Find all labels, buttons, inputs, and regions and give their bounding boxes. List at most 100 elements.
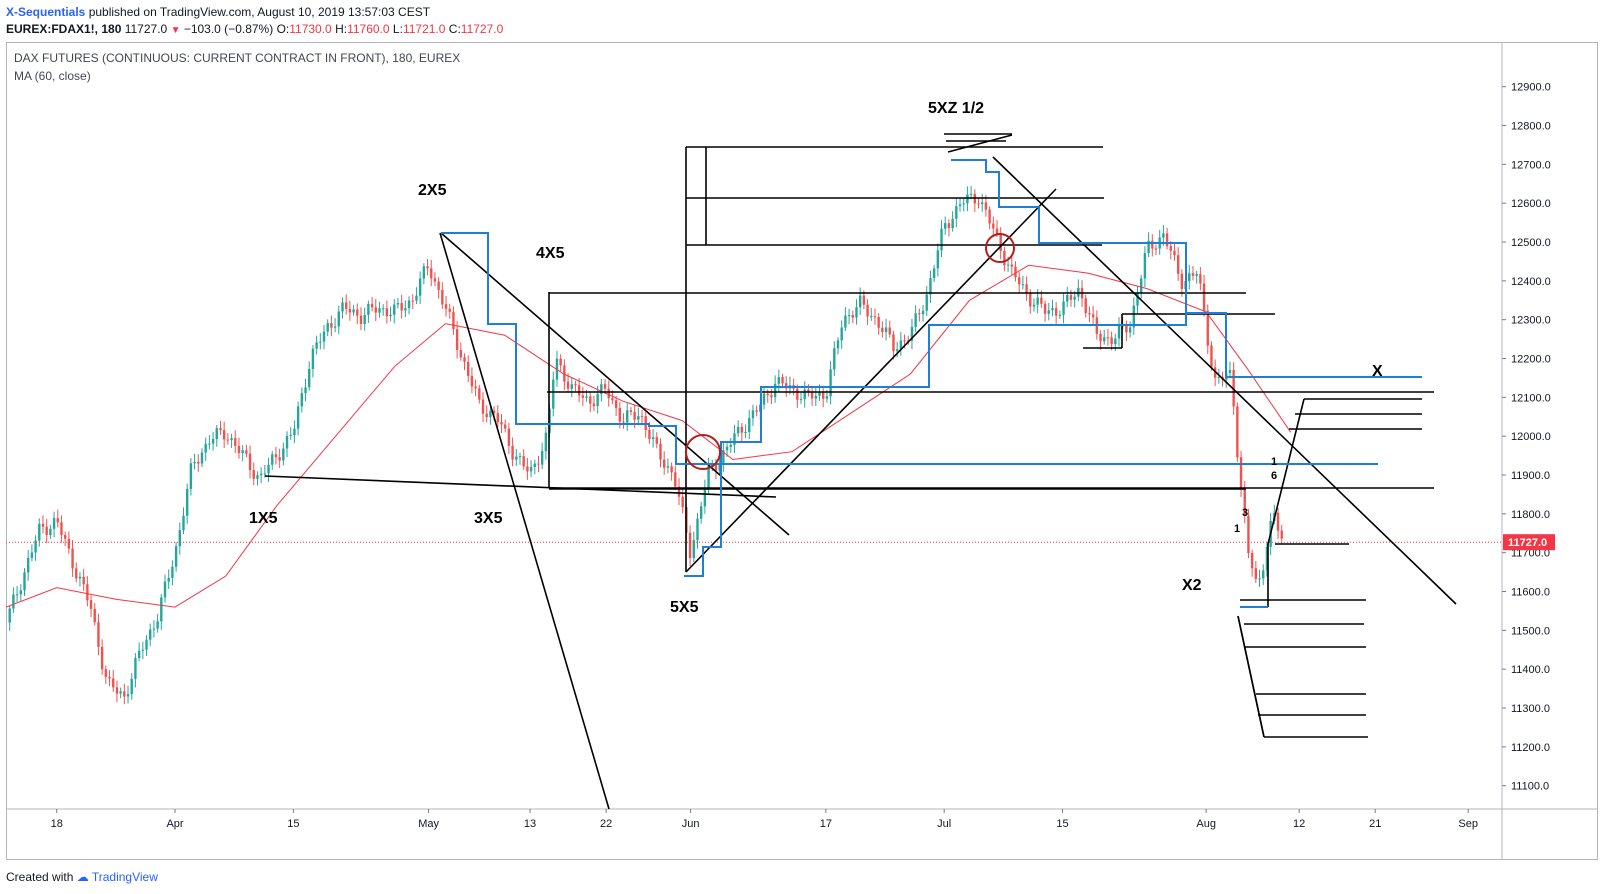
- candle-body: [271, 454, 274, 465]
- candle-body: [529, 466, 533, 472]
- annotation-label: 5XZ 1/2: [928, 100, 984, 117]
- candle-body: [566, 381, 570, 389]
- candle-body: [840, 327, 843, 341]
- chart-frame[interactable]: 12900.0 12800.0 12700.0 12600.0 12500.0 12400…: [6, 42, 1598, 860]
- candle-body: [862, 295, 866, 305]
- last-price: 11727.0: [124, 22, 168, 36]
- candle-body: [222, 430, 226, 440]
- candle-body: [8, 608, 11, 623]
- candle-body: [363, 314, 366, 325]
- candle-body: [881, 327, 884, 333]
- trendline: [1267, 398, 1305, 545]
- candle-body: [1262, 570, 1265, 579]
- candle-body: [696, 518, 699, 541]
- candle-body: [914, 313, 917, 327]
- candle-body: [485, 413, 488, 418]
- candle-body: [463, 357, 466, 362]
- candle-body: [311, 348, 315, 369]
- high-value: 11760.0: [347, 22, 390, 36]
- y-tick-label: 11700.0: [1511, 548, 1550, 560]
- candle-body: [1106, 337, 1110, 339]
- candle-body: [444, 304, 448, 309]
- candle-body: [870, 316, 873, 318]
- candle-body: [921, 310, 925, 315]
- x-tick-label: 12: [1293, 818, 1305, 830]
- candle-body: [38, 523, 41, 541]
- candle-body: [503, 424, 507, 429]
- candle-body: [1117, 325, 1121, 339]
- candle-body: [703, 487, 707, 507]
- annotation-label: 3X5: [474, 510, 503, 527]
- candle-body: [174, 546, 178, 567]
- candle-body: [515, 456, 518, 460]
- candle-body: [1258, 578, 1261, 580]
- candle-body: [903, 340, 906, 342]
- candle-body: [378, 308, 381, 313]
- candle-body: [1210, 345, 1213, 368]
- tradingview-logo-icon[interactable]: ☁: [76, 870, 89, 884]
- candle-body: [688, 532, 692, 558]
- candle-body: [537, 463, 540, 465]
- candle-body: [1199, 274, 1202, 284]
- annotation-label: 1: [1234, 523, 1240, 535]
- candle-body: [858, 295, 862, 308]
- candle-body: [41, 523, 45, 527]
- candle-body: [433, 278, 437, 282]
- candle-body: [34, 540, 37, 553]
- candle-body: [267, 464, 270, 474]
- candle-body: [60, 522, 63, 536]
- candle-body: [459, 350, 463, 358]
- candle-body: [1136, 293, 1139, 306]
- candle-body: [1162, 233, 1165, 238]
- candle-body: [944, 223, 947, 229]
- candle-body: [389, 314, 392, 317]
- highlight-circle: [985, 233, 1015, 263]
- candle-body: [160, 597, 163, 622]
- candle-body: [958, 204, 962, 207]
- y-tick-label: 11400.0: [1511, 664, 1550, 676]
- candle-body: [326, 323, 329, 332]
- candle-body: [278, 457, 281, 461]
- candle-body: [1069, 295, 1073, 300]
- candle-body: [570, 384, 573, 389]
- price-chart[interactable]: 12900.0 12800.0 12700.0 12600.0 12500.0 12400…: [6, 42, 1598, 860]
- candle-body: [563, 365, 566, 382]
- candle-body: [648, 430, 651, 440]
- candle-body: [52, 518, 56, 529]
- candle-body: [995, 228, 999, 234]
- candle-body: [15, 594, 19, 596]
- candle-body: [618, 407, 622, 422]
- candle-body: [1147, 240, 1150, 254]
- tradingview-brand[interactable]: TradingView: [91, 870, 158, 884]
- candle-body: [163, 581, 167, 598]
- trendline: [1237, 615, 1265, 738]
- candle-body: [193, 461, 196, 464]
- candle-body: [370, 303, 374, 308]
- candle-body: [729, 444, 732, 447]
- candle-body: [448, 308, 451, 312]
- candle-body: [470, 375, 474, 387]
- candle-body: [359, 315, 363, 325]
- candle-body: [988, 209, 991, 224]
- trendline: [440, 232, 790, 536]
- candle-body: [263, 473, 267, 475]
- candle-body: [245, 450, 248, 454]
- candle-body: [518, 456, 522, 458]
- candle-body: [1058, 314, 1062, 316]
- candle-body: [589, 396, 592, 404]
- candle-body: [866, 304, 869, 317]
- symbol-label[interactable]: EUREX:FDAX1!, 180: [6, 22, 122, 36]
- candle-body: [966, 194, 969, 204]
- candle-body: [844, 315, 847, 328]
- candle-body: [1173, 250, 1176, 256]
- candle-body: [925, 294, 928, 311]
- candle-body: [178, 530, 181, 547]
- candle-body: [722, 450, 725, 464]
- author-name[interactable]: X-Sequentials: [6, 5, 86, 19]
- candle-body: [1154, 248, 1158, 250]
- candle-body: [851, 315, 854, 318]
- candle-body: [333, 326, 337, 328]
- candle-body: [367, 303, 370, 315]
- candle-body: [507, 428, 511, 446]
- candle-body: [1176, 255, 1180, 274]
